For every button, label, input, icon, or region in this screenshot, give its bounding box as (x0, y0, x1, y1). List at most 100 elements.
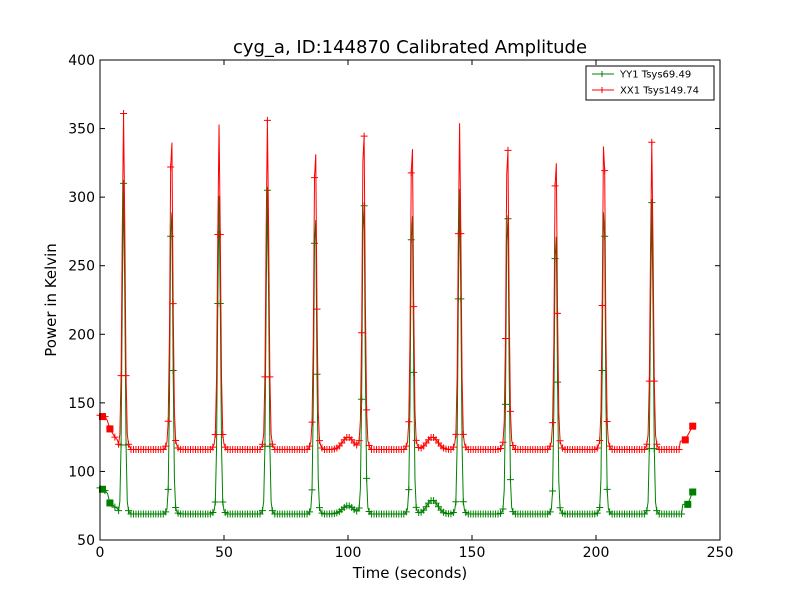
data-point (501, 400, 509, 408)
data-point (506, 407, 514, 415)
data-point (648, 138, 656, 146)
data-point (120, 179, 128, 187)
data-point (449, 509, 457, 517)
data-point (675, 445, 683, 453)
end-marker (98, 413, 106, 421)
data-point (551, 182, 559, 190)
end-marker (106, 499, 114, 507)
data-point (306, 442, 314, 450)
data-point (313, 370, 321, 378)
data-point (410, 303, 418, 311)
data-point (596, 437, 604, 445)
y-tick-label: 350 (68, 122, 95, 138)
data-point (650, 377, 658, 385)
data-point (422, 503, 430, 511)
data-point (355, 504, 363, 512)
series-1 (96, 109, 697, 453)
data-point (648, 199, 656, 207)
data-point (306, 508, 314, 516)
y-tick-label: 300 (68, 190, 95, 206)
data-point (216, 230, 224, 238)
data-point (499, 505, 507, 513)
data-point (501, 335, 509, 343)
data-point (353, 441, 361, 449)
data-point (115, 440, 123, 448)
y-tick-label: 100 (68, 464, 95, 480)
data-point (120, 109, 128, 117)
data-point (640, 445, 648, 453)
x-tick-label: 0 (96, 545, 105, 561)
data-point (643, 507, 651, 515)
data-point (549, 487, 557, 495)
data-point (363, 474, 371, 482)
data-point (308, 486, 316, 494)
data-point (258, 507, 266, 515)
end-marker (98, 485, 106, 493)
data-point (405, 418, 413, 426)
legend-label-xx1: XX1 Tsys149.74 (620, 86, 699, 97)
data-point (263, 186, 271, 194)
data-point (593, 444, 601, 452)
data-point (122, 372, 130, 380)
data-point (504, 146, 512, 154)
x-tick-label: 150 (459, 545, 486, 561)
data-point (358, 329, 366, 337)
data-point (556, 437, 564, 445)
data-point (216, 299, 224, 307)
data-point (452, 498, 460, 506)
data-point (452, 430, 460, 438)
data-point (554, 378, 562, 386)
data-point (402, 508, 410, 516)
data-point (365, 442, 373, 450)
data-point (363, 406, 371, 414)
data-point (499, 438, 507, 446)
data-point (504, 215, 512, 223)
legend-label-yy1: YY1 Tsys69.49 (619, 70, 691, 81)
data-point (167, 163, 175, 171)
data-point (593, 509, 601, 517)
data-point (125, 440, 133, 448)
y-tick-label: 400 (68, 53, 95, 69)
data-point (412, 436, 420, 444)
x-axis-label: Time (seconds) (352, 564, 468, 582)
data-point (497, 509, 505, 517)
data-point (405, 486, 413, 494)
chart-title: cyg_a, ID:144870 Calibrated Amplitude (233, 37, 587, 58)
end-marker (689, 488, 697, 496)
legend: YY1 Tsys69.49 XX1 Tsys149.74 (585, 65, 715, 101)
data-point (596, 504, 604, 512)
data-point (650, 445, 658, 453)
data-point (211, 498, 219, 506)
data-point (603, 418, 611, 426)
x-tick-label: 100 (335, 545, 362, 561)
legend-marker-yy1 (599, 71, 605, 77)
data-point (258, 440, 266, 448)
data-point (162, 442, 170, 450)
x-tick-label: 250 (707, 545, 734, 561)
data-point (111, 433, 119, 441)
data-point (546, 442, 554, 450)
end-marker (106, 425, 114, 433)
y-tick-label: 50 (77, 533, 95, 549)
legend-marker-xx1 (599, 87, 605, 93)
data-point (402, 442, 410, 450)
x-tick-label: 50 (215, 545, 233, 561)
data-point (459, 430, 467, 438)
data-point (172, 504, 180, 512)
data-point (432, 499, 440, 507)
data-point (546, 508, 554, 516)
data-point (311, 174, 319, 182)
data-point (162, 508, 170, 516)
data-point (497, 445, 505, 453)
data-point (266, 373, 274, 381)
y-tick-label: 200 (68, 327, 95, 343)
data-point (412, 503, 420, 511)
data-point (653, 440, 661, 448)
data-point (360, 202, 368, 210)
legend-frame (585, 65, 715, 101)
data-point (554, 309, 562, 317)
data-point (449, 443, 457, 451)
data-point (598, 367, 606, 375)
data-point (219, 430, 227, 438)
